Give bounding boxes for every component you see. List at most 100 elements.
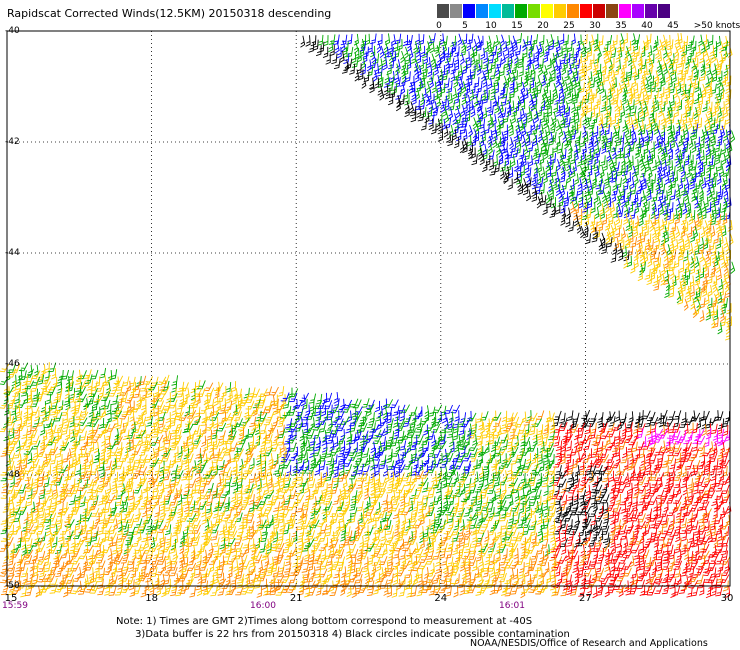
- wind-barb: [393, 428, 400, 440]
- wind-barb: [630, 261, 636, 274]
- wind-barb: [644, 464, 652, 476]
- wind-barb: [326, 404, 333, 416]
- wind-barb: [132, 423, 141, 434]
- wind-barb: [481, 107, 488, 120]
- wind-barb: [325, 454, 334, 466]
- wind-barb: [476, 63, 482, 76]
- wind-barb: [558, 500, 566, 512]
- wind-barb: [670, 267, 675, 280]
- wind-barb: [713, 232, 719, 244]
- wind-barb: [366, 59, 372, 72]
- wind-barb: [502, 112, 510, 123]
- wind-barb: [368, 77, 374, 90]
- wind-barb: [11, 506, 21, 516]
- wind-barb: [444, 452, 454, 462]
- wind-barb: [663, 46, 668, 59]
- wind-barb: [295, 471, 304, 481]
- wind-barb: [545, 160, 551, 173]
- wind-barb: [497, 500, 507, 510]
- wind-barb: [522, 47, 528, 59]
- wind-barb: [533, 142, 539, 155]
- wind-barb: [535, 502, 543, 513]
- wind-barb: [594, 207, 600, 220]
- wind-barb: [359, 457, 369, 468]
- wind-barb: [459, 45, 467, 56]
- wind-barb: [575, 40, 581, 53]
- wind-barb: [676, 119, 682, 132]
- wind-barb: [721, 255, 726, 269]
- wind-barb: [504, 507, 513, 518]
- wind-barb: [283, 434, 292, 445]
- wind-barb: [486, 100, 492, 113]
- wind-barb: [485, 434, 491, 446]
- wind-barb: [126, 429, 135, 440]
- wind-barb: [612, 147, 617, 160]
- wind-barb: [443, 47, 450, 59]
- wind-barb: [553, 458, 562, 468]
- wind-barb: [488, 433, 495, 445]
- wind-barb: [167, 458, 176, 468]
- wind-barb: [709, 214, 717, 226]
- wind-barb: [391, 495, 399, 506]
- wind-barb: [264, 400, 272, 411]
- wind-barb: [493, 476, 501, 487]
- wind-barb: [52, 434, 62, 444]
- wind-barb: [621, 58, 627, 70]
- wind-barb: [459, 412, 467, 423]
- wind-barb: [682, 202, 688, 215]
- wind-barb: [118, 472, 128, 482]
- wind-barb: [530, 173, 537, 186]
- wind-barb: [525, 500, 531, 513]
- wind-barb: [625, 99, 631, 112]
- wind-barb: [536, 448, 544, 459]
- wind-barb: [534, 111, 539, 124]
- wind-barb: [708, 465, 716, 476]
- wind-barb: [675, 483, 681, 496]
- wind-barb: [614, 130, 620, 143]
- wind-barb: [238, 397, 249, 407]
- wind-barb: [24, 380, 35, 390]
- wind-barb: [564, 124, 570, 137]
- wind-barb: [211, 484, 218, 496]
- wind-barb: [488, 45, 494, 58]
- wind-barb: [552, 142, 559, 153]
- wind-barb: [17, 506, 28, 515]
- wind-barb: [529, 53, 535, 65]
- wind-barb: [720, 202, 728, 213]
- wind-barb: [486, 453, 495, 464]
- wind-barb: [582, 227, 589, 239]
- wind-barb: [694, 81, 700, 93]
- wind-barb: [601, 142, 607, 155]
- wind-barb: [497, 490, 507, 499]
- wind-barb: [190, 388, 196, 401]
- wind-barb: [234, 418, 243, 428]
- wind-barb: [639, 105, 644, 118]
- wind-barb: [330, 424, 339, 435]
- wind-barb: [668, 57, 675, 69]
- wind-barb: [526, 189, 532, 202]
- wind-barb: [648, 107, 655, 119]
- wind-barb: [697, 484, 707, 494]
- wind-barb: [615, 51, 621, 63]
- wind-barb: [654, 137, 660, 150]
- wind-barb: [235, 435, 244, 446]
- wind-barb: [662, 225, 668, 238]
- wind-barb: [170, 435, 177, 447]
- wind-barb: [613, 430, 621, 441]
- wind-barb: [721, 153, 727, 166]
- wind-barb: [561, 207, 567, 220]
- wind-barb: [230, 381, 237, 393]
- wind-barb: [200, 435, 207, 448]
- wind-barb: [363, 488, 369, 500]
- wind-barb: [554, 93, 561, 105]
- wind-barb: [287, 434, 297, 444]
- wind-barb: [586, 59, 592, 71]
- wind-barb: [625, 418, 634, 429]
- wind-barb: [510, 502, 520, 512]
- wind-barb: [453, 136, 460, 149]
- wind-barb: [402, 472, 411, 482]
- wind-barb: [502, 40, 508, 53]
- wind-barb: [332, 477, 339, 489]
- wind-barb: [455, 86, 463, 98]
- wind-barb: [535, 147, 543, 158]
